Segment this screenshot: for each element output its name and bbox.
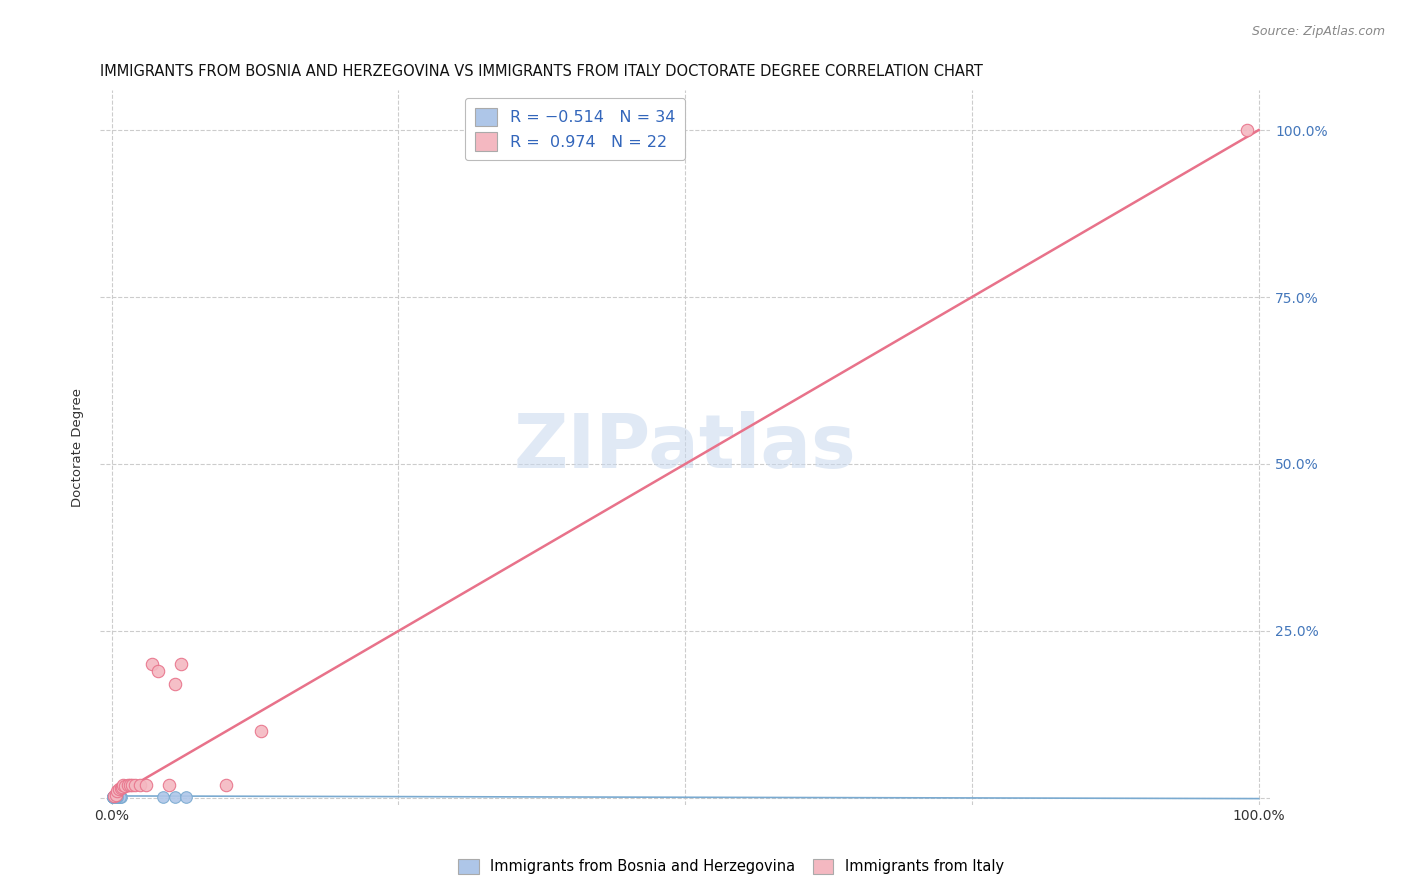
Point xyxy=(112,778,135,792)
Point xyxy=(169,657,191,672)
Point xyxy=(101,790,124,805)
Point xyxy=(152,790,174,805)
Point xyxy=(103,789,125,803)
Point xyxy=(110,790,132,805)
Point xyxy=(215,778,238,792)
Y-axis label: Doctorate Degree: Doctorate Degree xyxy=(72,388,84,507)
Point xyxy=(141,657,163,672)
Point xyxy=(101,790,124,805)
Point xyxy=(105,788,128,802)
Point xyxy=(110,780,132,795)
Point xyxy=(104,790,127,805)
Point xyxy=(107,790,129,805)
Point xyxy=(117,778,139,792)
Point xyxy=(101,790,124,805)
Point xyxy=(107,790,129,805)
Point xyxy=(111,780,134,794)
Point xyxy=(129,778,152,792)
Point xyxy=(135,778,157,792)
Point xyxy=(103,790,125,805)
Point xyxy=(105,790,128,805)
Point xyxy=(103,790,125,805)
Point xyxy=(163,790,186,805)
Point xyxy=(101,790,124,805)
Point xyxy=(103,790,125,805)
Point xyxy=(108,790,131,805)
Point xyxy=(249,724,271,739)
Text: IMMIGRANTS FROM BOSNIA AND HERZEGOVINA VS IMMIGRANTS FROM ITALY DOCTORATE DEGREE: IMMIGRANTS FROM BOSNIA AND HERZEGOVINA V… xyxy=(100,64,983,79)
Point xyxy=(107,784,129,798)
Point xyxy=(1236,123,1258,137)
Point xyxy=(105,790,128,805)
Point xyxy=(107,790,129,805)
Text: Source: ZipAtlas.com: Source: ZipAtlas.com xyxy=(1251,25,1385,38)
Point xyxy=(107,782,129,797)
Point xyxy=(157,778,180,792)
Point xyxy=(105,790,128,805)
Text: ZIPatlas: ZIPatlas xyxy=(515,411,856,483)
Point xyxy=(124,778,146,792)
Point xyxy=(104,790,127,805)
Point xyxy=(103,789,125,804)
Point xyxy=(101,790,124,805)
Point xyxy=(114,779,136,793)
Legend: R = −0.514   N = 34, R =  0.974   N = 22: R = −0.514 N = 34, R = 0.974 N = 22 xyxy=(465,98,685,161)
Point xyxy=(104,790,127,805)
Point xyxy=(104,790,127,805)
Point xyxy=(103,790,125,805)
Point xyxy=(104,790,127,805)
Point xyxy=(118,778,141,792)
Legend: Immigrants from Bosnia and Herzegovina, Immigrants from Italy: Immigrants from Bosnia and Herzegovina, … xyxy=(453,853,1010,880)
Point xyxy=(101,789,124,804)
Point xyxy=(104,790,127,805)
Point xyxy=(121,778,143,792)
Point xyxy=(146,664,169,678)
Point xyxy=(107,790,129,805)
Point xyxy=(104,790,127,805)
Point xyxy=(163,677,186,691)
Point xyxy=(103,790,125,805)
Point xyxy=(103,790,125,805)
Point xyxy=(103,790,125,805)
Point xyxy=(174,790,197,805)
Point xyxy=(101,790,124,805)
